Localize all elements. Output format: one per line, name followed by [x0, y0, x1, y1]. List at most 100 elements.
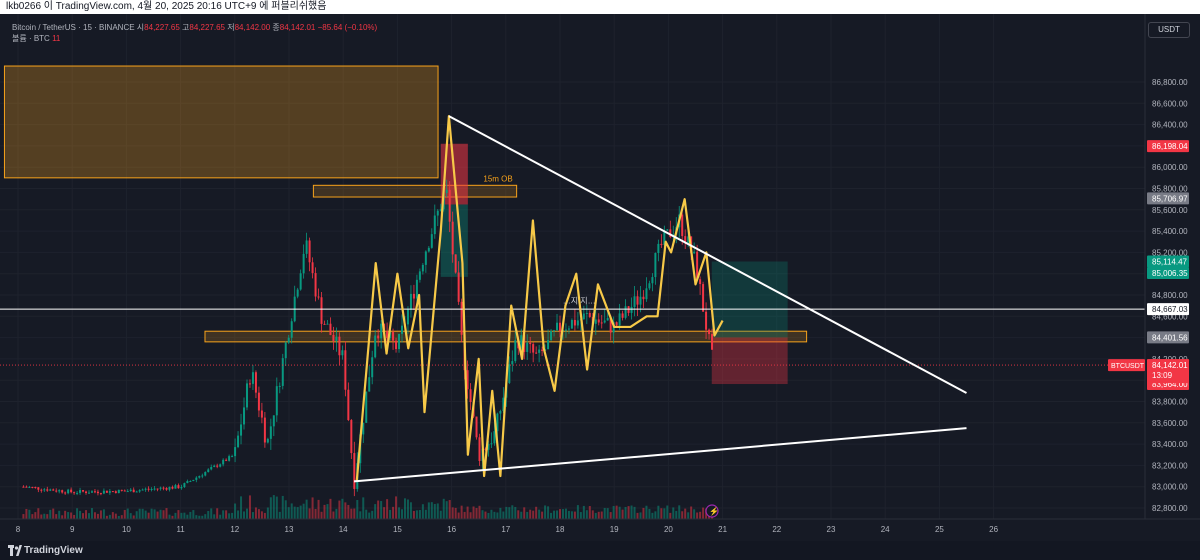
price-label-text: 85,706.97 — [1152, 194, 1188, 203]
volume-bar — [126, 508, 129, 519]
price-tick-label: 83,600.00 — [1152, 419, 1188, 428]
price-label-text: 85,114.47 — [1152, 258, 1188, 267]
volume-bar — [585, 510, 588, 519]
candle-body — [144, 488, 147, 490]
candle-body — [192, 479, 195, 482]
candle-body — [257, 392, 260, 411]
volume-bar — [699, 511, 702, 519]
currency-button[interactable]: USDT — [1148, 22, 1190, 38]
volume-bar — [466, 506, 469, 519]
candle-body — [150, 488, 153, 490]
volume-bar — [150, 508, 153, 519]
time-tick-label: 20 — [664, 525, 673, 534]
volume-bar — [290, 503, 293, 519]
candle-body — [445, 189, 448, 194]
candle-body — [189, 481, 192, 483]
price-label-tag — [1147, 331, 1189, 344]
candle-body — [82, 490, 85, 492]
volume-bar — [207, 510, 210, 519]
volume-bar — [609, 512, 612, 519]
candle-body — [418, 271, 421, 280]
volume-bar — [243, 511, 246, 519]
volume-bar — [490, 509, 493, 519]
price-tick-label: 86,600.00 — [1152, 99, 1188, 108]
time-axis[interactable]: 8 9 10 11 12 13 14 15 16 17 18 19 20 21 22 23 24 25 26 — [0, 518, 1200, 534]
candle-body — [31, 486, 34, 488]
volume-bar — [266, 507, 269, 519]
candle-body — [64, 492, 67, 494]
price-tick-label: 85,600.00 — [1152, 206, 1188, 215]
candle-body — [284, 342, 287, 359]
candle-body — [451, 221, 454, 255]
time-tick-label: 17 — [501, 525, 510, 534]
first-trade-target-box — [440, 204, 468, 277]
candle-body — [335, 336, 338, 342]
candle-body — [70, 489, 73, 493]
volume-bar — [46, 514, 49, 519]
volume-bar — [687, 512, 690, 519]
volume-bar — [547, 506, 550, 519]
price-chart[interactable]: 15m OB …지 지… 82,800.00 83,000.00 83,200.00… — [0, 14, 1200, 541]
volume-bar — [296, 507, 299, 519]
candle-body — [615, 322, 618, 326]
price-tick-label: 85,800.00 — [1152, 185, 1188, 194]
volume-bar — [347, 504, 350, 519]
candle-body — [141, 489, 144, 491]
volume-bar — [597, 511, 600, 519]
volume-bar — [79, 510, 82, 519]
volume-bar — [293, 506, 296, 519]
volume-bar — [538, 509, 541, 519]
candle-body — [245, 383, 248, 408]
price-label-tag — [1147, 255, 1189, 268]
volume-bar — [168, 514, 171, 519]
candle-body — [168, 486, 171, 490]
volume-bar — [451, 507, 454, 519]
volume-bar — [55, 514, 58, 519]
candle-body — [469, 389, 472, 403]
volume-bar — [34, 512, 37, 519]
close-label: 종 — [272, 23, 280, 32]
candle-body — [371, 357, 374, 378]
volume-bar — [493, 511, 496, 519]
volume-bar — [591, 510, 594, 519]
volume-bar — [105, 515, 108, 519]
candle-body — [508, 364, 511, 383]
event-marker[interactable] — [705, 504, 719, 518]
volume-bar — [648, 508, 651, 519]
volume-bar — [240, 496, 243, 519]
volume-bar — [90, 508, 93, 519]
symbol-legend: Bitcoin / TetherUS · 15 · BINANCE 시84,22… — [12, 22, 377, 33]
candle-body — [499, 411, 502, 414]
candle-body — [395, 340, 398, 350]
time-tick-label: 8 — [16, 525, 21, 534]
volume-bar — [663, 508, 666, 519]
candle-body — [711, 334, 714, 350]
candle-body — [219, 464, 222, 467]
volume-bar — [201, 515, 204, 519]
candle-body — [186, 481, 189, 484]
volume-bar — [195, 515, 198, 519]
volume-bar — [690, 506, 693, 519]
candle-body — [201, 475, 204, 477]
candle-body — [553, 330, 556, 332]
candle-body — [380, 323, 383, 339]
candle-body — [102, 490, 105, 494]
time-tick-label: 9 — [70, 525, 75, 534]
open-value: 84,227.65 — [144, 23, 180, 32]
symbol-name[interactable]: Bitcoin / TetherUS · 15 · BINANCE — [12, 23, 135, 32]
candle-body — [347, 389, 350, 421]
candle-body — [222, 459, 225, 465]
volume-bar — [88, 513, 91, 519]
price-label-tag — [1147, 267, 1189, 280]
volume-bar — [520, 511, 523, 519]
candle-body — [37, 487, 40, 490]
price-tick-label: 85,400.00 — [1152, 227, 1188, 236]
volume-bar — [25, 508, 28, 519]
candle-body — [129, 489, 132, 492]
candle-body — [216, 465, 219, 467]
candle-body — [377, 335, 380, 339]
volume-bar — [186, 514, 189, 519]
time-tick-label: 11 — [176, 525, 185, 534]
price-tick-label: 86,800.00 — [1152, 78, 1188, 87]
15m-ob-zone — [312, 184, 518, 198]
